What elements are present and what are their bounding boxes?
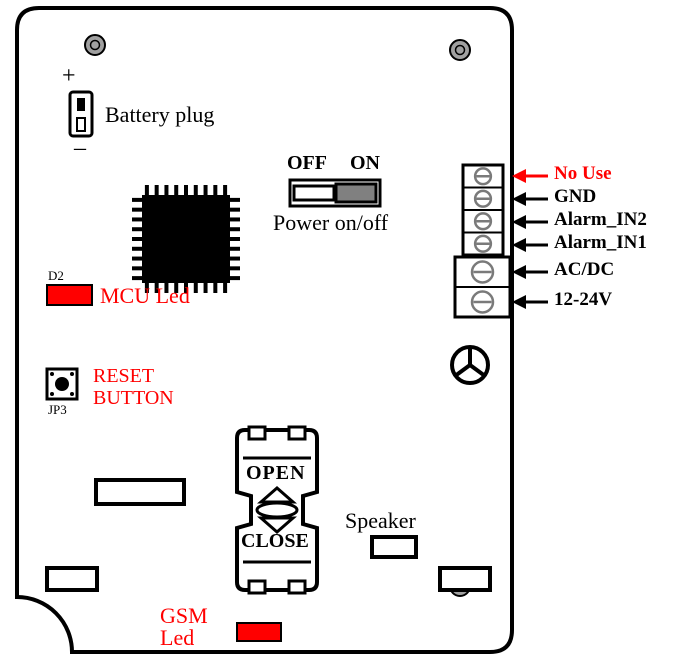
terminal-label: Alarm_IN1 <box>554 232 647 254</box>
terminal-label: No Use <box>554 163 612 185</box>
terminal-label: Alarm_IN2 <box>554 209 647 231</box>
terminal-label: 12-24V <box>554 289 612 311</box>
terminal-label: AC/DC <box>554 259 614 281</box>
terminal-label: GND <box>554 186 596 208</box>
terminal-arrows <box>0 0 674 662</box>
diagram-canvas: + – Battery plug OFF ON Power on/off D2 … <box>0 0 674 662</box>
